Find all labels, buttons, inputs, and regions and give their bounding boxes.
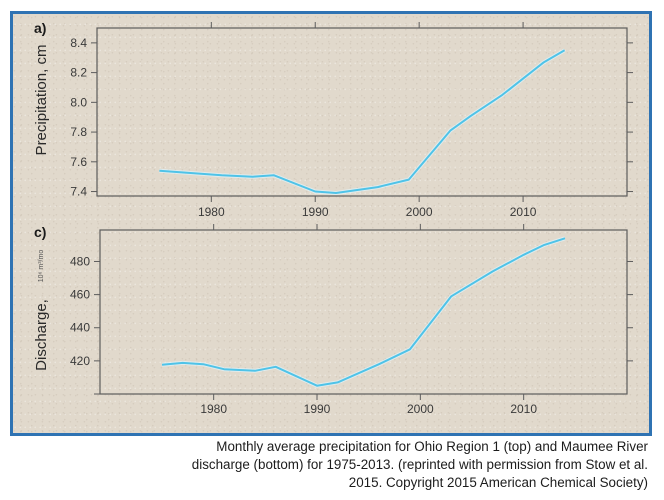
y-tick-label: 8.4	[70, 36, 87, 50]
x-tick-label: 1980	[198, 205, 225, 219]
precipitation-panel: 8.4 8.2 8.0 7.8 7.6 7.4 1980 1990 2000 2010 Precip…	[33, 20, 633, 219]
y-axis-unit: 10⁶ m³/mo	[38, 250, 45, 283]
y-tick-label: 7.6	[70, 155, 87, 169]
x-tick-label: 2000	[406, 205, 433, 219]
y-tick-label: 8.2	[70, 66, 87, 80]
panel-label: a)	[34, 20, 46, 36]
panel-label: c)	[34, 224, 46, 240]
figure-frame	[10, 11, 652, 436]
caption-line-1: Monthly average precipitation for Ohio R…	[216, 439, 648, 454]
y-axis-title: Discharge,	[33, 299, 50, 371]
plot-box	[99, 229, 628, 395]
x-tick-label: 2010	[510, 205, 537, 219]
y-tick-label: 7.4	[70, 185, 87, 199]
y-tick-label: 460	[70, 288, 90, 302]
x-tick-label: 1980	[200, 402, 227, 416]
y-tick-label: 8.0	[70, 95, 87, 109]
y-axis-title: Precipitation, cm	[33, 45, 50, 156]
x-tick-label: 1990	[302, 205, 329, 219]
caption-line-2: discharge (bottom) for 1975-2013. (repri…	[191, 457, 648, 472]
x-tick-label: 2010	[510, 402, 537, 416]
series-glow	[161, 236, 566, 388]
series-line-discharge	[161, 237, 566, 387]
y-tick-label: 420	[70, 354, 90, 368]
y-tick-label: 7.8	[70, 125, 87, 139]
caption-line-3: 2015. Copyright 2015 American Chemical S…	[348, 475, 648, 490]
x-tick-label: 1990	[304, 402, 331, 416]
figure-caption: Monthly average precipitation for Ohio R…	[88, 438, 648, 492]
y-tick-label: 440	[70, 321, 90, 335]
series-glow	[159, 48, 566, 195]
y-tick-label: 480	[70, 254, 90, 268]
series-line-precipitation	[159, 49, 566, 194]
plot-box	[96, 27, 628, 197]
discharge-panel: 480 460 440 420 1980 1990 2000 2010 Discharge, 10…	[33, 224, 633, 416]
x-tick-label: 2000	[407, 402, 434, 416]
